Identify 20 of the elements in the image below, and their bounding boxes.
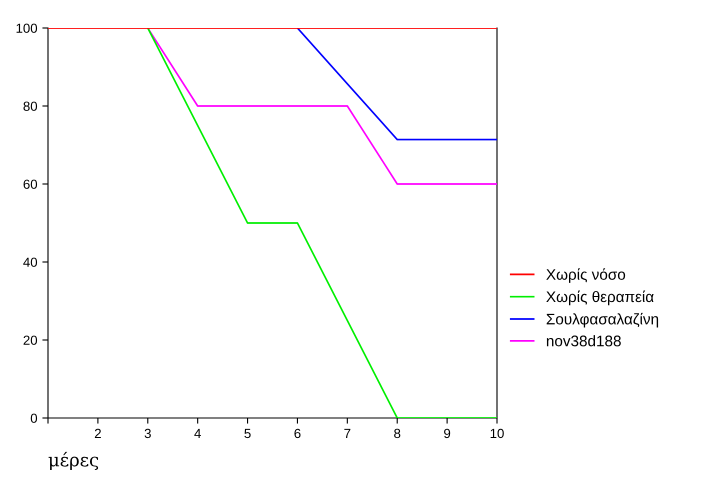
y-tick-label: 0: [30, 414, 38, 423]
x-tick-label: 7: [344, 428, 350, 438]
x-tick-label: 3: [144, 428, 151, 438]
legend-label: Σουλφασαλαζίνη: [546, 312, 658, 328]
legend-label: Χωρίς θεραπεία: [546, 290, 654, 306]
x-tick-label: 5: [244, 428, 251, 438]
x-tick-label: 9: [444, 428, 450, 438]
x-tick-label: 10: [490, 428, 504, 438]
y-tick-label: 40: [23, 258, 38, 267]
legend-label: Χωρίς νόσο: [546, 268, 626, 283]
x-tick-label: 6: [294, 428, 301, 438]
y-tick-label: 60: [24, 180, 38, 189]
x-tick-label: 8: [394, 428, 400, 438]
y-tick-label: 80: [23, 102, 38, 111]
x-tick-label: 2: [94, 428, 101, 438]
y-tick-label: 20: [24, 336, 38, 345]
x-axis-title: μέρες: [48, 452, 98, 470]
legend-label: nov38d188: [546, 335, 621, 346]
x-tick-label: 4: [194, 428, 201, 438]
y-tick-label: 100: [16, 24, 38, 33]
